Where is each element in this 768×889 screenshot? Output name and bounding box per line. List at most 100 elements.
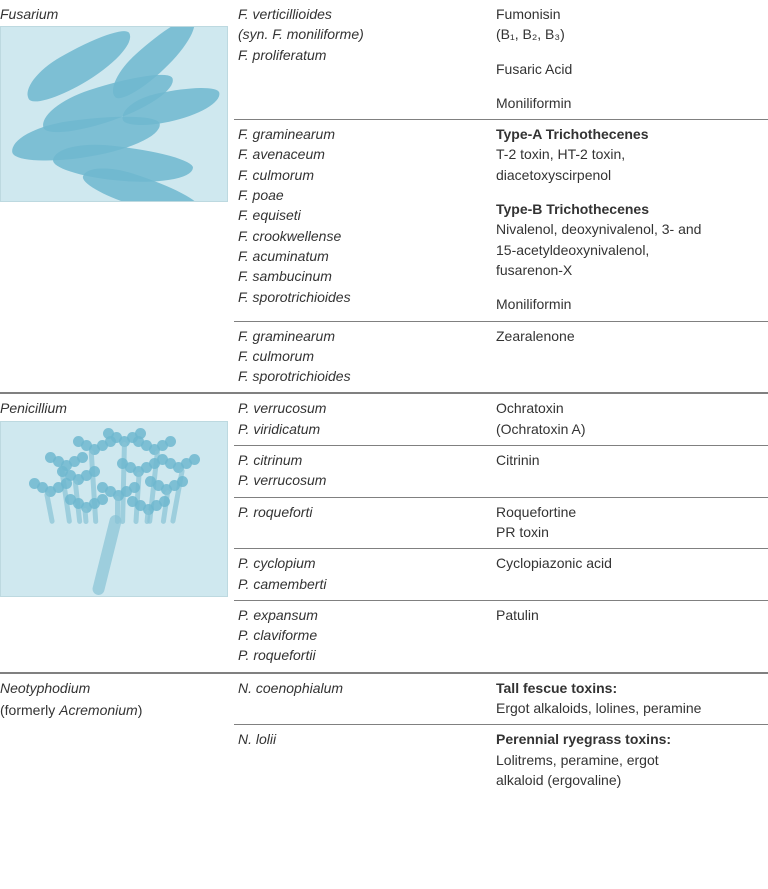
species-cell: P. citrinumP. verrucosum	[234, 446, 492, 498]
species-cell: N. coenophialum	[234, 673, 492, 725]
toxin-block: Tall fescue toxins:Ergot alkaloids, loli…	[496, 678, 764, 719]
toxins-cell: Patulin	[492, 600, 768, 672]
toxin-block: RoquefortinePR toxin	[496, 502, 764, 543]
toxin-block: Cyclopiazonic acid	[496, 553, 764, 573]
toxin-line: Ochratoxin	[496, 398, 764, 418]
species-line: F. sporotrichioides	[238, 366, 486, 386]
species-line: F. culmorum	[238, 165, 486, 185]
species-line: P. verrucosum	[238, 398, 486, 418]
species-line: P. expansum	[238, 605, 486, 625]
species-line: P. cyclopium	[238, 553, 486, 573]
species-line: F. graminearum	[238, 326, 486, 346]
species-line: F. sporotrichioides	[238, 287, 486, 307]
species-line: P. viridicatum	[238, 419, 486, 439]
toxin-line: Roquefortine	[496, 502, 764, 522]
toxin-header: Type-B Trichothecenes	[496, 199, 764, 219]
species-line: P. camemberti	[238, 574, 486, 594]
species-line: F. equiseti	[238, 205, 486, 225]
spacer	[496, 185, 764, 199]
toxins-cell: Type-A TrichothecenesT-2 toxin, HT-2 tox…	[492, 120, 768, 321]
toxin-line: Fusaric Acid	[496, 59, 764, 79]
genus-label: Neotyphodium	[0, 678, 226, 700]
genus-cell: Penicillium	[0, 393, 234, 672]
species-line: P. roquefortii	[238, 645, 486, 665]
genus-cell: Fusarium	[0, 0, 234, 393]
species-cell: P. roqueforti	[234, 497, 492, 549]
genus-label: Fusarium	[0, 4, 226, 26]
toxin-line: T-2 toxin, HT-2 toxin,	[496, 144, 764, 164]
toxin-block: Zearalenone	[496, 326, 764, 346]
toxin-header: Perennial ryegrass toxins:	[496, 729, 764, 749]
species-block: P. cyclopiumP. camemberti	[238, 553, 486, 594]
toxin-line: Citrinin	[496, 450, 764, 470]
species-line: (syn. F. moniliforme)	[238, 24, 486, 44]
species-cell: N. lolii	[234, 725, 492, 796]
toxin-header: Type-A Trichothecenes	[496, 124, 764, 144]
toxin-line: Fumonisin	[496, 4, 764, 24]
toxin-block: Fumonisin(B₁, B₂, B₃) Fusaric Acid Monilif…	[496, 4, 764, 113]
toxin-line: alkaloid (ergovaline)	[496, 770, 764, 790]
species-line: N. coenophialum	[238, 678, 486, 698]
toxins-cell: Tall fescue toxins:Ergot alkaloids, loli…	[492, 673, 768, 725]
species-block: P. verrucosumP. viridicatum	[238, 398, 486, 439]
genus-cell: Neotyphodium(formerly Acremonium)	[0, 673, 234, 796]
species-block: F. verticillioides(syn. F. moniliforme)F…	[238, 4, 486, 65]
toxins-cell: Fumonisin(B₁, B₂, B₃) Fusaric Acid Monilif…	[492, 0, 768, 120]
species-line: F. sambucinum	[238, 266, 486, 286]
toxin-header: Tall fescue toxins:	[496, 678, 764, 698]
species-cell: F. graminearumF. avenaceumF. culmorumF. …	[234, 120, 492, 321]
toxins-cell: RoquefortinePR toxin	[492, 497, 768, 549]
species-cell: F. graminearumF. culmorumF. sporotrichio…	[234, 321, 492, 393]
toxin-line: (Ochratoxin A)	[496, 419, 764, 439]
species-line: N. lolii	[238, 729, 486, 749]
toxins-cell: Citrinin	[492, 446, 768, 498]
toxin-line: diacetoxyscirpenol	[496, 165, 764, 185]
micrograph-brush-conidiophore	[0, 421, 228, 597]
micrograph-elongated-spores	[0, 26, 228, 202]
species-cell: P. cyclopiumP. camemberti	[234, 549, 492, 601]
species-line: P. claviforme	[238, 625, 486, 645]
species-line: F. avenaceum	[238, 144, 486, 164]
species-line: P. verrucosum	[238, 470, 486, 490]
table-row: PenicilliumP. verrucosumP. viridicatumOc…	[0, 393, 768, 445]
spacer	[496, 79, 764, 93]
species-line: F. verticillioides	[238, 4, 486, 24]
toxin-line: (B₁, B₂, B₃)	[496, 24, 764, 44]
toxins-cell: Cyclopiazonic acid	[492, 549, 768, 601]
species-line: F. culmorum	[238, 346, 486, 366]
toxin-line: Zearalenone	[496, 326, 764, 346]
species-line: F. poae	[238, 185, 486, 205]
species-line: F. crookwellense	[238, 226, 486, 246]
toxin-block: Patulin	[496, 605, 764, 625]
mycotoxin-table: Fusarium F. verticillioides(syn. F. monil…	[0, 0, 768, 796]
species-line: F. graminearum	[238, 124, 486, 144]
toxins-cell: Ochratoxin(Ochratoxin A)	[492, 393, 768, 445]
genus-label: Penicillium	[0, 398, 226, 420]
species-cell: P. expansumP. claviformeP. roquefortii	[234, 600, 492, 672]
toxin-block: Citrinin	[496, 450, 764, 470]
species-block: N. lolii	[238, 729, 486, 749]
toxin-line: PR toxin	[496, 522, 764, 542]
toxin-line: Ergot alkaloids, lolines, peramine	[496, 698, 764, 718]
toxin-line: Nivalenol, deoxynivalenol, 3- and	[496, 219, 764, 239]
toxin-line: 15-acetyldeoxynivalenol,	[496, 240, 764, 260]
species-line: F. proliferatum	[238, 45, 486, 65]
toxin-line: Lolitrems, peramine, ergot	[496, 750, 764, 770]
toxin-line: Cyclopiazonic acid	[496, 553, 764, 573]
species-block: P. expansumP. claviformeP. roquefortii	[238, 605, 486, 666]
spacer	[496, 45, 764, 59]
species-line: P. citrinum	[238, 450, 486, 470]
species-cell: F. verticillioides(syn. F. moniliforme)F…	[234, 0, 492, 120]
toxin-line: Moniliformin	[496, 93, 764, 113]
table-row: Fusarium F. verticillioides(syn. F. monil…	[0, 0, 768, 120]
spacer	[496, 280, 764, 294]
table-row: Neotyphodium(formerly Acremonium) N. coen…	[0, 673, 768, 725]
toxin-block: Type-A TrichothecenesT-2 toxin, HT-2 tox…	[496, 124, 764, 314]
toxin-line: Moniliformin	[496, 294, 764, 314]
species-line: P. roqueforti	[238, 502, 486, 522]
genus-note: (formerly Acremonium)	[0, 700, 226, 720]
toxin-block: Ochratoxin(Ochratoxin A)	[496, 398, 764, 439]
toxin-line: fusarenon-X	[496, 260, 764, 280]
species-cell: P. verrucosumP. viridicatum	[234, 393, 492, 445]
toxin-block: Perennial ryegrass toxins:Lolitrems, per…	[496, 729, 764, 790]
